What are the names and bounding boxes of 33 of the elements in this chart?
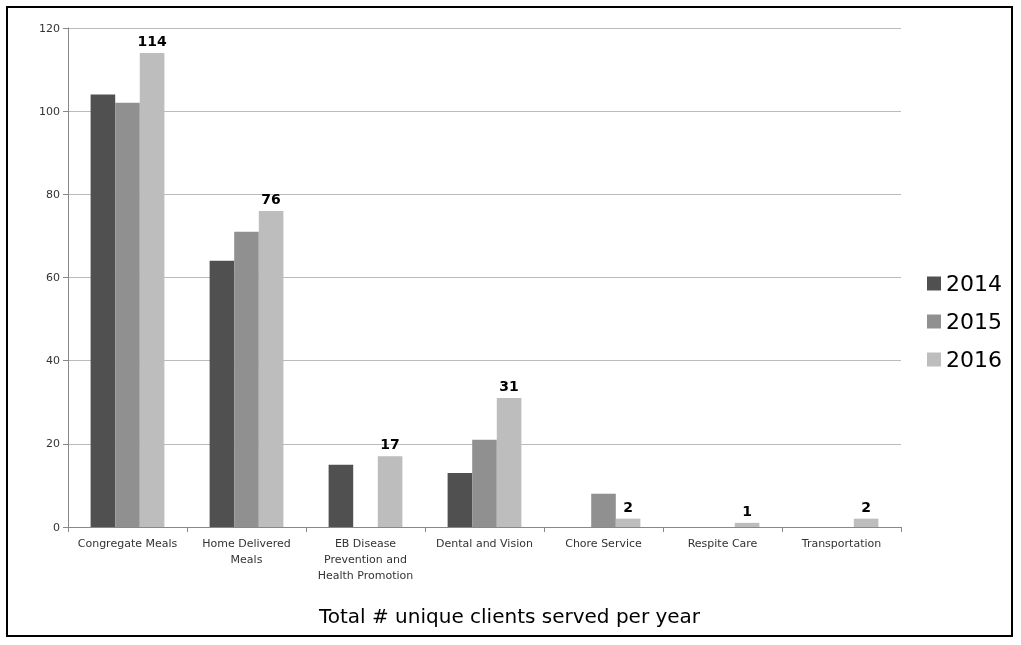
data-label: 114 bbox=[137, 32, 167, 49]
bar bbox=[615, 518, 641, 527]
data-label: 2 bbox=[861, 498, 871, 515]
y-tick-label: 0 bbox=[53, 520, 60, 534]
x-tick-label: EB Disease Prevention and Health Promotion bbox=[317, 536, 414, 582]
y-tick-label: 20 bbox=[46, 437, 60, 451]
x-tick-label: Respite Care bbox=[687, 536, 758, 550]
bar bbox=[209, 260, 235, 527]
data-label: 2 bbox=[623, 498, 633, 515]
data-label: 17 bbox=[380, 436, 400, 453]
text: Total # unique clients served per year bbox=[317, 604, 701, 628]
bar bbox=[734, 522, 760, 527]
x-tick-label: Congregate Meals bbox=[77, 536, 178, 550]
data-label: 1 bbox=[742, 502, 752, 519]
y-tick-label: 60 bbox=[46, 271, 60, 284]
x-tick-label: Chore Service bbox=[565, 536, 643, 550]
x-tick-label: Transportation bbox=[800, 536, 882, 550]
bar bbox=[853, 518, 879, 527]
x-tick-label: Home Delivered Meals bbox=[202, 536, 291, 566]
y-tick-label: 100 bbox=[39, 104, 60, 118]
y-tick-label: 80 bbox=[46, 187, 60, 201]
y-tick-label: 120 bbox=[39, 21, 60, 35]
bar bbox=[377, 456, 403, 527]
bar bbox=[447, 472, 473, 527]
bar bbox=[328, 464, 354, 527]
legend-label: 2016 bbox=[946, 347, 1003, 372]
x-tick-label: Dental and Vision bbox=[436, 536, 533, 550]
data-label: 76 bbox=[261, 190, 281, 207]
y-tick-label: 40 bbox=[46, 354, 60, 368]
data-label: 31 bbox=[499, 378, 519, 395]
legend-label: 2015 bbox=[946, 309, 1003, 334]
bar bbox=[90, 94, 116, 527]
legend-label: 2014 bbox=[946, 271, 1003, 296]
